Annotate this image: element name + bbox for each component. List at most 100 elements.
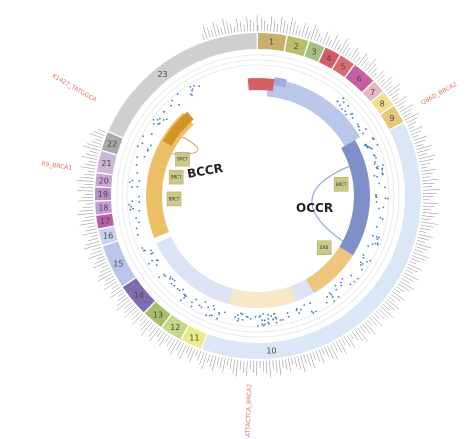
gene-tick xyxy=(269,360,271,378)
scatter-dot xyxy=(381,169,383,171)
gene-tick xyxy=(422,212,439,215)
gene-tick xyxy=(216,24,220,36)
scatter-dot xyxy=(218,313,221,316)
chromosome-segment-15 xyxy=(102,241,136,286)
scatter-dot xyxy=(303,304,306,306)
gene-tick xyxy=(79,222,96,226)
scatter-dot xyxy=(374,242,377,245)
scatter-dot xyxy=(357,125,360,128)
gene-tick xyxy=(140,322,153,336)
gene-tick xyxy=(421,168,436,172)
gene-tick xyxy=(347,52,352,58)
chromosome-label-9: 9 xyxy=(389,114,394,123)
gene-tick xyxy=(310,24,317,40)
blue-small-top xyxy=(273,77,288,88)
scatter-dot xyxy=(189,93,192,96)
gene-tick xyxy=(392,291,405,301)
scatter-dot xyxy=(378,236,380,239)
chromosome-segment-10 xyxy=(202,123,421,359)
gene-tick xyxy=(273,20,276,32)
scatter-dot xyxy=(158,122,161,125)
gene-tick xyxy=(91,141,102,145)
scatter-dot xyxy=(162,119,165,121)
scatter-dot xyxy=(135,164,138,166)
gene-tick xyxy=(325,35,331,46)
inner-tracks xyxy=(116,54,400,338)
scatter-dot xyxy=(262,313,264,315)
gene-tick xyxy=(157,330,163,337)
gene-tick xyxy=(341,338,346,346)
gene-tick xyxy=(87,143,101,148)
gene-tick xyxy=(391,93,399,99)
gene-tick xyxy=(415,243,432,249)
gene-tick xyxy=(250,19,251,32)
scatter-dot xyxy=(246,316,249,319)
gene-tick xyxy=(212,21,217,37)
gene-tick xyxy=(370,68,377,76)
gene-tick xyxy=(291,357,294,365)
gene-tick xyxy=(149,326,158,337)
scatter-dot xyxy=(386,197,389,200)
scatter-dot xyxy=(358,129,361,132)
chromosome-label-22: 22 xyxy=(107,140,117,149)
gene-tick xyxy=(374,69,385,80)
scatter-dot xyxy=(375,193,377,196)
gene-tick xyxy=(416,145,432,150)
gene-tick xyxy=(148,324,155,332)
scatter-dot xyxy=(330,293,333,296)
scatter-dot xyxy=(295,307,298,310)
chromosome-segment-8 xyxy=(371,92,394,114)
gene-tick xyxy=(414,249,423,253)
scatter-dot xyxy=(381,173,384,176)
gene-tick xyxy=(292,21,296,35)
gene-tick xyxy=(94,258,106,264)
gene-tick xyxy=(275,360,278,373)
gene-tick xyxy=(246,16,248,32)
chromosome-ring xyxy=(95,33,421,359)
chromosome-label-23: 23 xyxy=(157,70,167,79)
scatter-dot xyxy=(236,319,239,322)
scatter-dot xyxy=(375,235,378,238)
light-track-peach xyxy=(229,286,297,308)
scatter-dot xyxy=(130,205,132,208)
gene-tick xyxy=(239,360,242,370)
gene-tick xyxy=(105,276,114,281)
gene-tick xyxy=(416,240,425,243)
gene-tick xyxy=(312,351,316,360)
scatter-dot xyxy=(183,297,186,299)
guide-ring-0 xyxy=(116,54,400,338)
scatter-dot xyxy=(331,296,334,298)
gene-tick xyxy=(195,349,199,357)
scatter-dot xyxy=(241,318,244,321)
scatter-dot xyxy=(132,207,134,210)
gene-tick xyxy=(355,57,361,64)
gene-tick xyxy=(294,356,298,368)
gene-tick xyxy=(246,360,248,377)
scatter-dot xyxy=(169,275,172,278)
gene-tick xyxy=(319,37,323,44)
chromosome-segment-19 xyxy=(95,187,112,201)
gene-tick xyxy=(364,321,376,335)
gene-tick xyxy=(366,319,373,327)
scatter-dot xyxy=(381,167,384,170)
gene-tick xyxy=(272,360,274,370)
gene-tick xyxy=(270,16,272,32)
scatter-dot xyxy=(267,313,270,316)
scatter-dot xyxy=(275,317,278,320)
scatter-dot xyxy=(376,242,379,245)
gene-tick xyxy=(185,345,190,354)
scatter-dot xyxy=(375,201,378,203)
gene-tick xyxy=(409,261,417,265)
domain-box-label: BRCT xyxy=(177,157,188,162)
scatter-dot xyxy=(170,282,173,285)
domain-box xyxy=(168,169,184,185)
scatter-dot xyxy=(128,181,131,183)
chromosome-segment-4 xyxy=(318,47,340,69)
chromosome-segment-12 xyxy=(162,314,188,340)
scatter-dot xyxy=(334,284,337,287)
gene-tick xyxy=(344,336,351,347)
gene-tick xyxy=(398,105,405,110)
scatter-dot xyxy=(367,245,370,247)
gene-tick xyxy=(84,163,96,167)
gene-tick xyxy=(400,278,410,284)
